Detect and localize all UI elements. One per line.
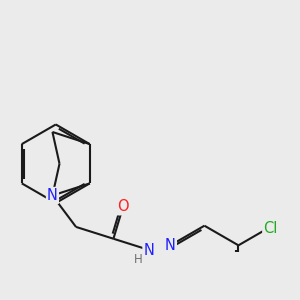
Text: H: H bbox=[134, 253, 143, 266]
Text: N: N bbox=[47, 188, 58, 203]
Text: O: O bbox=[117, 199, 129, 214]
Text: N: N bbox=[165, 238, 176, 253]
Text: N: N bbox=[143, 243, 154, 258]
Text: Cl: Cl bbox=[263, 221, 278, 236]
